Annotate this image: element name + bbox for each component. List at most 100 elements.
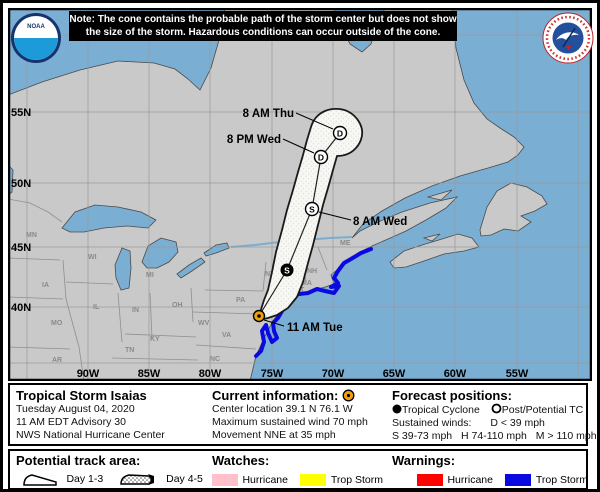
label-8am-thu: 8 AM Thu bbox=[243, 108, 294, 120]
lat-label: 45N bbox=[11, 242, 31, 254]
forecast-post-label: Post/Potential TC bbox=[501, 404, 584, 416]
noaa-logo-text: NOAA bbox=[27, 24, 45, 30]
map-svg: MN WI MI IA IL IN OH MO KY TN AR PA NY W… bbox=[7, 7, 593, 382]
state-label: NC bbox=[210, 356, 220, 363]
hurricane-warning-label: Hurricane bbox=[447, 473, 493, 486]
lat-label: 55N bbox=[11, 107, 31, 119]
prince-edward-island bbox=[422, 233, 441, 242]
point-8am-thu bbox=[332, 125, 348, 141]
tropical-cyclone-marker-icon bbox=[392, 404, 402, 414]
trop-storm-watch-swatch bbox=[300, 473, 327, 486]
storm-advisory: 11 AM EDT Advisory 30 bbox=[16, 416, 126, 428]
forecast-s-label: S 39-73 mph bbox=[392, 430, 453, 442]
point-8am-wed bbox=[304, 201, 320, 217]
watches-heading: Watches: bbox=[212, 453, 270, 468]
anticosti-island bbox=[426, 189, 453, 201]
state-label: PA bbox=[236, 297, 245, 304]
state-label: TN bbox=[125, 347, 134, 354]
forecast-sustained-label: Sustained winds: bbox=[392, 417, 472, 429]
forecast-m-label: M > 110 mph bbox=[535, 430, 597, 442]
map-border bbox=[7, 7, 593, 382]
hurricane-watch-label: Hurricane bbox=[242, 473, 288, 486]
landmass bbox=[7, 7, 548, 382]
current-location: Center location 39.1 N 76.1 W bbox=[212, 403, 353, 415]
lake-michigan bbox=[114, 247, 132, 291]
forecast-tc-label: Tropical Cyclone bbox=[402, 404, 480, 416]
lon-label: 85W bbox=[138, 368, 161, 380]
post-potential-marker-icon bbox=[491, 403, 502, 414]
state-label: ME bbox=[340, 240, 351, 247]
current-movement: Movement NNE at 35 mph bbox=[212, 429, 336, 441]
label-8pm-wed: 8 PM Wed bbox=[227, 134, 281, 146]
state-label: MI bbox=[146, 272, 154, 279]
legend-panel: Potential track area: Day 1-3 Day 4-5 Wa… bbox=[8, 449, 589, 489]
day13-label: Day 1-3 bbox=[66, 472, 104, 485]
map-area: MN WI MI IA IL IN OH MO KY TN AR PA NY W… bbox=[7, 7, 593, 382]
current-info-column: Current information: Center location 39.… bbox=[212, 388, 368, 442]
lon-label: 70W bbox=[322, 368, 345, 380]
state-label: IA bbox=[42, 282, 49, 289]
lon-label: 80W bbox=[199, 368, 222, 380]
current-wind: Maximum sustained wind 70 mph bbox=[212, 416, 368, 428]
note-line-2: the size of the storm. Hazardous conditi… bbox=[85, 27, 441, 38]
trop-storm-warning-swatch bbox=[505, 473, 532, 486]
warnings-heading: Warnings: bbox=[392, 453, 456, 468]
state-label: NY bbox=[265, 271, 275, 278]
state-label: KY bbox=[150, 336, 160, 343]
state-label: WV bbox=[198, 320, 210, 327]
state-label: MA bbox=[301, 280, 312, 287]
note-banner: Note: The cone contains the probable pat… bbox=[69, 11, 457, 41]
storm-title: Tropical Storm Isaias bbox=[16, 388, 147, 403]
current-position-center bbox=[257, 314, 261, 318]
lon-label: 60W bbox=[444, 368, 467, 380]
state-label: MN bbox=[26, 232, 37, 239]
hurricane-watch-swatch bbox=[212, 473, 238, 486]
hurricane-warning-swatch bbox=[417, 473, 443, 486]
note-line-1: Note: The cone contains the probable pat… bbox=[69, 14, 457, 25]
latitude-labels: 55N 50N 45N 40N bbox=[11, 107, 31, 314]
forecast-h-label: H 74-110 mph bbox=[461, 430, 527, 442]
storm-id-column: Tropical Storm Isaias Tuesday August 04,… bbox=[16, 388, 165, 442]
label-leaders bbox=[263, 112, 352, 327]
point-letter: S bbox=[284, 266, 290, 276]
day45-label: Day 4-5 bbox=[166, 472, 203, 485]
point-tropical-storm bbox=[280, 263, 294, 277]
forecast-points: D D S S bbox=[252, 125, 348, 323]
point-8pm-wed bbox=[313, 149, 329, 165]
lon-label: 55W bbox=[506, 368, 529, 380]
current-info-heading: Current information: bbox=[212, 388, 339, 403]
nws-logo-icon bbox=[542, 12, 594, 64]
state-label: OH bbox=[172, 302, 183, 309]
trop-storm-warning-label: Trop Storm bbox=[535, 473, 589, 486]
state-label: MO bbox=[51, 320, 63, 327]
lon-label: 75W bbox=[261, 368, 284, 380]
state-label: NH bbox=[307, 268, 317, 275]
lon-label: 90W bbox=[77, 368, 100, 380]
forecast-positions-column: Forecast positions: Tropical Cyclone Pos… bbox=[392, 388, 597, 443]
state-label: IN bbox=[132, 307, 139, 314]
point-labels: 8 AM Thu 8 PM Wed 8 AM Wed 11 AM Tue bbox=[227, 108, 407, 334]
forecast-d-label: D < 39 mph bbox=[490, 417, 545, 429]
trop-storm-watch-label: Trop Storm bbox=[330, 473, 384, 486]
storm-info-panel: Tropical Storm Isaias Tuesday August 04,… bbox=[8, 383, 597, 446]
state-label: WI bbox=[88, 254, 97, 261]
current-position-legend-icon bbox=[342, 389, 355, 402]
storm-date: Tuesday August 04, 2020 bbox=[16, 403, 135, 415]
track-area-heading: Potential track area: bbox=[16, 453, 141, 468]
lake-erie bbox=[176, 257, 206, 279]
longitude-labels: 90W 85W 80W 75W 70W 65W 60W 55W bbox=[77, 368, 529, 380]
state-label: AR bbox=[52, 357, 62, 364]
label-11am-tue: 11 AM Tue bbox=[287, 322, 343, 334]
cone-day13-icon bbox=[23, 473, 57, 486]
lake-huron bbox=[141, 237, 179, 269]
forecast-heading: Forecast positions: bbox=[392, 388, 512, 403]
point-letter: D bbox=[318, 153, 324, 163]
state-label: VA bbox=[222, 332, 231, 339]
storm-agency: NWS National Hurricane Center bbox=[16, 429, 165, 441]
label-8am-wed: 8 AM Wed bbox=[353, 216, 407, 228]
state-label: IL bbox=[93, 304, 100, 311]
lon-label: 65W bbox=[383, 368, 406, 380]
newfoundland bbox=[479, 182, 548, 237]
lat-label: 40N bbox=[11, 302, 31, 314]
